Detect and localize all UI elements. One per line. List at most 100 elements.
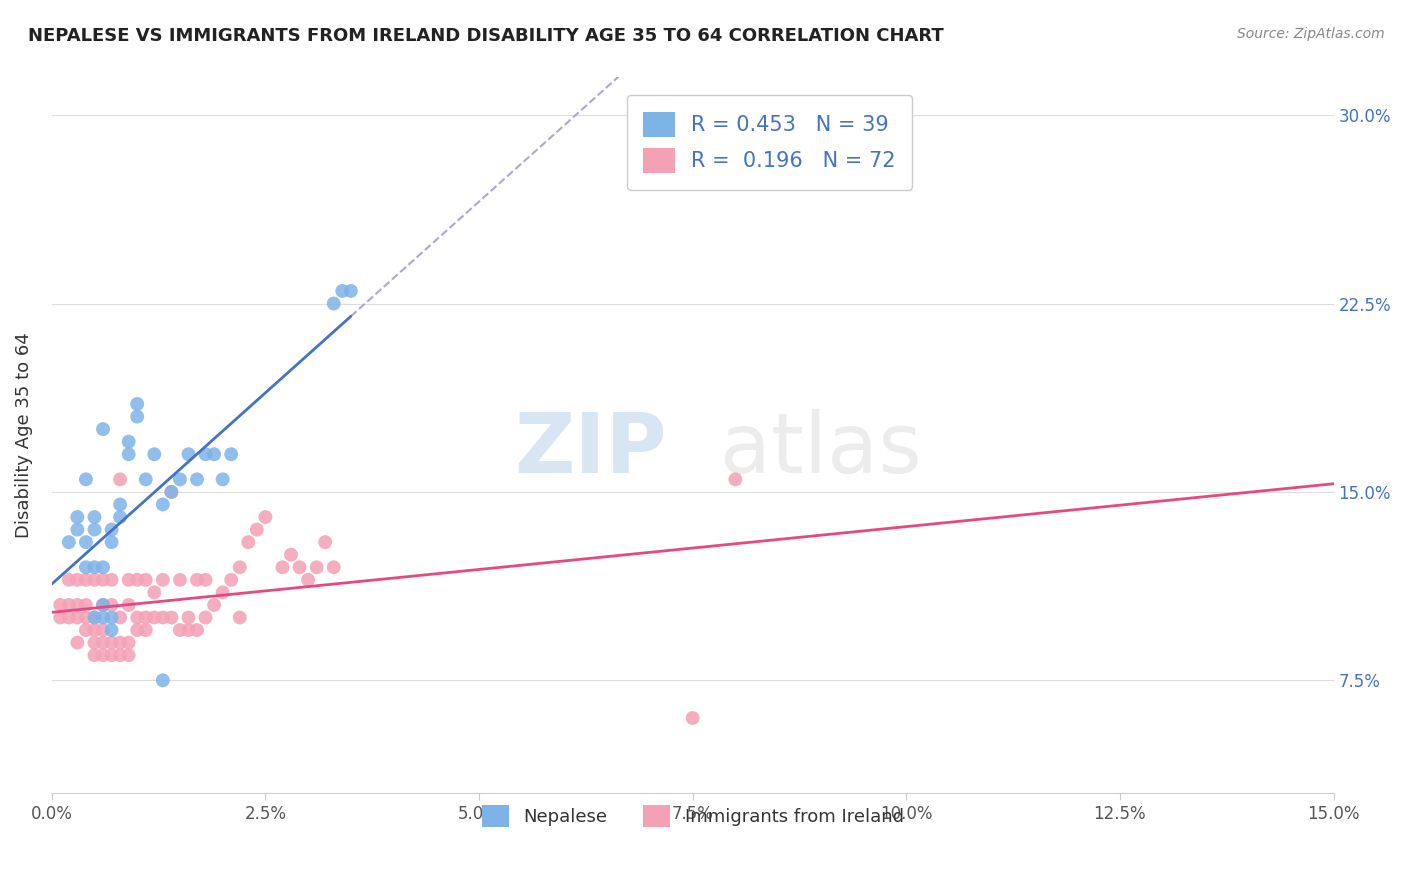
Point (75, 610, 97, 624)
Point (186, 623, 208, 637)
Point (100, 598, 122, 612)
Point (202, 447, 225, 461)
Legend: Nepalese, Immigrants from Ireland: Nepalese, Immigrants from Ireland (474, 798, 911, 834)
Point (75, 598, 97, 612)
Point (152, 498, 174, 512)
Point (108, 498, 131, 512)
Point (83, 623, 105, 637)
Point (66, 573, 89, 587)
Point (100, 610, 122, 624)
Point (83, 635, 105, 649)
Point (127, 610, 149, 624)
Point (194, 610, 217, 624)
Point (152, 673, 174, 688)
Point (254, 510, 277, 524)
Point (246, 523, 269, 537)
Point (297, 573, 319, 587)
Point (66, 510, 89, 524)
Point (58, 573, 80, 587)
Point (49, 598, 72, 612)
Point (135, 610, 157, 624)
Text: NEPALESE VS IMMIGRANTS FROM IRELAND DISABILITY AGE 35 TO 64 CORRELATION CHART: NEPALESE VS IMMIGRANTS FROM IRELAND DISA… (28, 27, 943, 45)
Point (108, 472, 131, 486)
Point (91, 623, 114, 637)
Point (83, 573, 105, 587)
Point (280, 548, 302, 562)
Point (118, 447, 141, 461)
Point (91, 573, 114, 587)
Point (100, 523, 122, 537)
Point (177, 623, 200, 637)
Point (194, 573, 217, 587)
Point (152, 573, 174, 587)
Point (49, 610, 72, 624)
Point (238, 535, 260, 549)
Point (127, 409, 149, 424)
Point (160, 610, 183, 624)
Point (118, 598, 141, 612)
Point (314, 535, 336, 549)
Point (83, 610, 105, 624)
Point (66, 523, 89, 537)
Point (160, 484, 183, 499)
Point (177, 447, 200, 461)
Point (91, 598, 114, 612)
Point (66, 610, 89, 624)
Point (186, 472, 208, 486)
Point (58, 598, 80, 612)
Point (108, 648, 131, 663)
Point (219, 573, 242, 587)
Point (135, 623, 157, 637)
Point (100, 635, 122, 649)
Point (75, 535, 97, 549)
Point (58, 535, 80, 549)
Point (177, 610, 200, 624)
Text: Source: ZipAtlas.com: Source: ZipAtlas.com (1237, 27, 1385, 41)
Point (229, 560, 252, 574)
Point (75, 623, 97, 637)
Point (118, 573, 141, 587)
Point (322, 560, 344, 574)
Point (108, 610, 131, 624)
Point (118, 434, 141, 449)
Point (186, 573, 208, 587)
Point (330, 284, 353, 298)
Point (169, 623, 191, 637)
Point (91, 635, 114, 649)
Point (143, 447, 166, 461)
Point (305, 560, 328, 574)
Point (66, 598, 89, 612)
Point (58, 610, 80, 624)
Point (91, 648, 114, 663)
Point (271, 560, 294, 574)
Point (91, 422, 114, 436)
Point (83, 510, 105, 524)
Point (322, 296, 344, 310)
Point (100, 535, 122, 549)
Point (127, 623, 149, 637)
Point (91, 610, 114, 624)
Point (288, 560, 311, 574)
Point (91, 598, 114, 612)
Point (108, 510, 131, 524)
Point (100, 623, 122, 637)
Y-axis label: Disability Age 35 to 64: Disability Age 35 to 64 (15, 333, 32, 538)
Text: ZIP: ZIP (513, 409, 666, 491)
Point (169, 573, 191, 587)
Point (169, 472, 191, 486)
Point (91, 560, 114, 574)
Point (127, 397, 149, 411)
Point (143, 585, 166, 599)
Point (211, 585, 233, 599)
Point (724, 472, 747, 486)
Point (152, 610, 174, 624)
Point (75, 472, 97, 486)
Point (194, 447, 217, 461)
Point (127, 573, 149, 587)
Point (108, 635, 131, 649)
Point (340, 284, 363, 298)
Point (135, 472, 157, 486)
Point (118, 648, 141, 663)
Point (83, 648, 105, 663)
Point (83, 560, 105, 574)
